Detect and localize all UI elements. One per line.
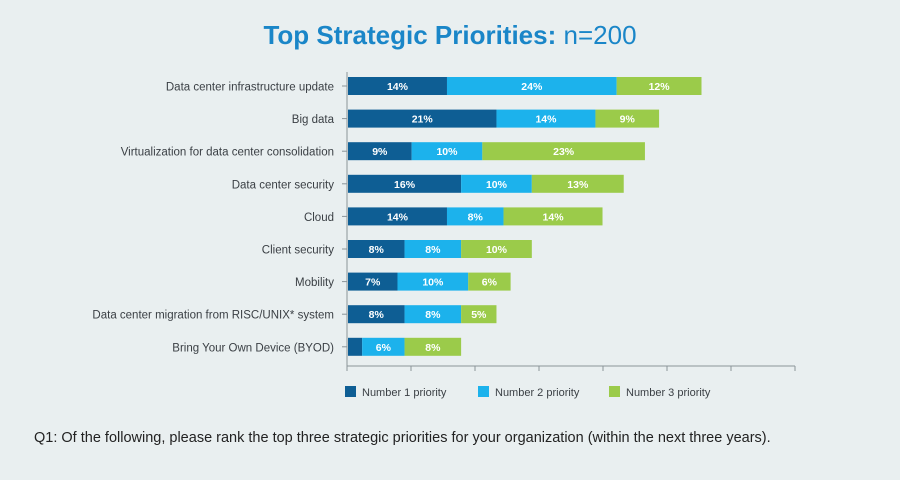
bar-segment: [348, 305, 405, 324]
data-label: 8%: [369, 244, 385, 256]
data-label: 16%: [394, 179, 416, 191]
data-label: 10%: [486, 244, 508, 256]
bar-segment: [348, 337, 363, 356]
data-label: 14%: [387, 81, 409, 93]
bar-segment: [461, 240, 532, 258]
bar-segment: [468, 272, 511, 291]
bar-segment: [503, 207, 603, 226]
data-label: 21%: [412, 114, 434, 126]
bar-segment: [531, 174, 624, 193]
bar-segment: [446, 77, 617, 95]
data-label: 10%: [486, 179, 508, 191]
bar-segment: [461, 174, 532, 193]
category-label: Data center security: [232, 179, 335, 191]
legend-label: Number 1 priority: [362, 387, 447, 399]
category-label: Cloud: [304, 212, 334, 224]
survey-question-footnote: Q1: Of the following, please rank the to…: [34, 430, 771, 446]
data-label: 8%: [468, 211, 484, 223]
data-label: 5%: [471, 309, 487, 321]
data-label: 12%: [649, 81, 671, 93]
bar-segment: [616, 77, 702, 95]
legend-label: Number 3 priority: [626, 387, 711, 399]
legend-swatch: [345, 386, 356, 397]
data-label: 8%: [425, 342, 441, 354]
bar-segment: [397, 272, 469, 291]
data-label: 10%: [436, 146, 458, 158]
data-label: 14%: [535, 114, 557, 126]
data-label: 8%: [425, 244, 441, 256]
bar-segment: [404, 337, 462, 356]
bar-segment: [348, 109, 497, 128]
category-label: Client security: [262, 245, 334, 257]
bar-segment: [446, 207, 504, 226]
category-label: Data center migration from RISC/UNIX* sy…: [92, 310, 334, 322]
data-label: 14%: [543, 211, 565, 223]
data-label: 6%: [482, 277, 498, 289]
bar-segment: [348, 207, 447, 226]
data-label: 23%: [553, 146, 575, 158]
data-label: 6%: [376, 342, 392, 354]
data-label: 7%: [365, 277, 381, 289]
chart-title-main: Top Strategic Priorities:: [263, 20, 557, 50]
category-label: Big data: [292, 114, 335, 126]
data-label: 14%: [387, 211, 409, 223]
bar-segment: [348, 240, 405, 258]
chart-title: Top Strategic Priorities: n=200: [0, 20, 900, 51]
legend-swatch: [609, 386, 620, 397]
category-label: Bring Your Own Device (BYOD): [172, 342, 334, 354]
bar-segment: [482, 142, 645, 161]
legend-swatch: [478, 386, 489, 397]
bar-segment: [496, 109, 596, 128]
bar-segment: [461, 305, 497, 324]
data-label: 24%: [521, 81, 543, 93]
data-label: 8%: [369, 309, 385, 321]
bar-segment: [348, 77, 447, 95]
bar-segment: [348, 142, 412, 161]
bar-segment: [404, 240, 462, 258]
legend-label: Number 2 priority: [495, 387, 580, 399]
category-label: Mobility: [295, 277, 334, 289]
data-label: 10%: [422, 277, 444, 289]
bar-segment: [348, 272, 398, 291]
data-label: 8%: [425, 309, 441, 321]
bar-segment: [362, 337, 405, 356]
data-label: 9%: [372, 146, 388, 158]
category-label: Data center infrastructure update: [166, 82, 334, 94]
category-label: Virtualization for data center consolida…: [121, 147, 334, 159]
stacked-bar-chart: Data center infrastructure update 14% 24% 1…: [92, 72, 796, 399]
bar-segment: [595, 109, 660, 128]
bar-segment: [411, 142, 483, 161]
data-label: 9%: [620, 114, 636, 126]
bar-segment: [404, 305, 462, 324]
data-label: 13%: [567, 179, 589, 191]
chart-title-sample-size: n=200: [563, 20, 637, 50]
bar-segment: [348, 174, 462, 193]
